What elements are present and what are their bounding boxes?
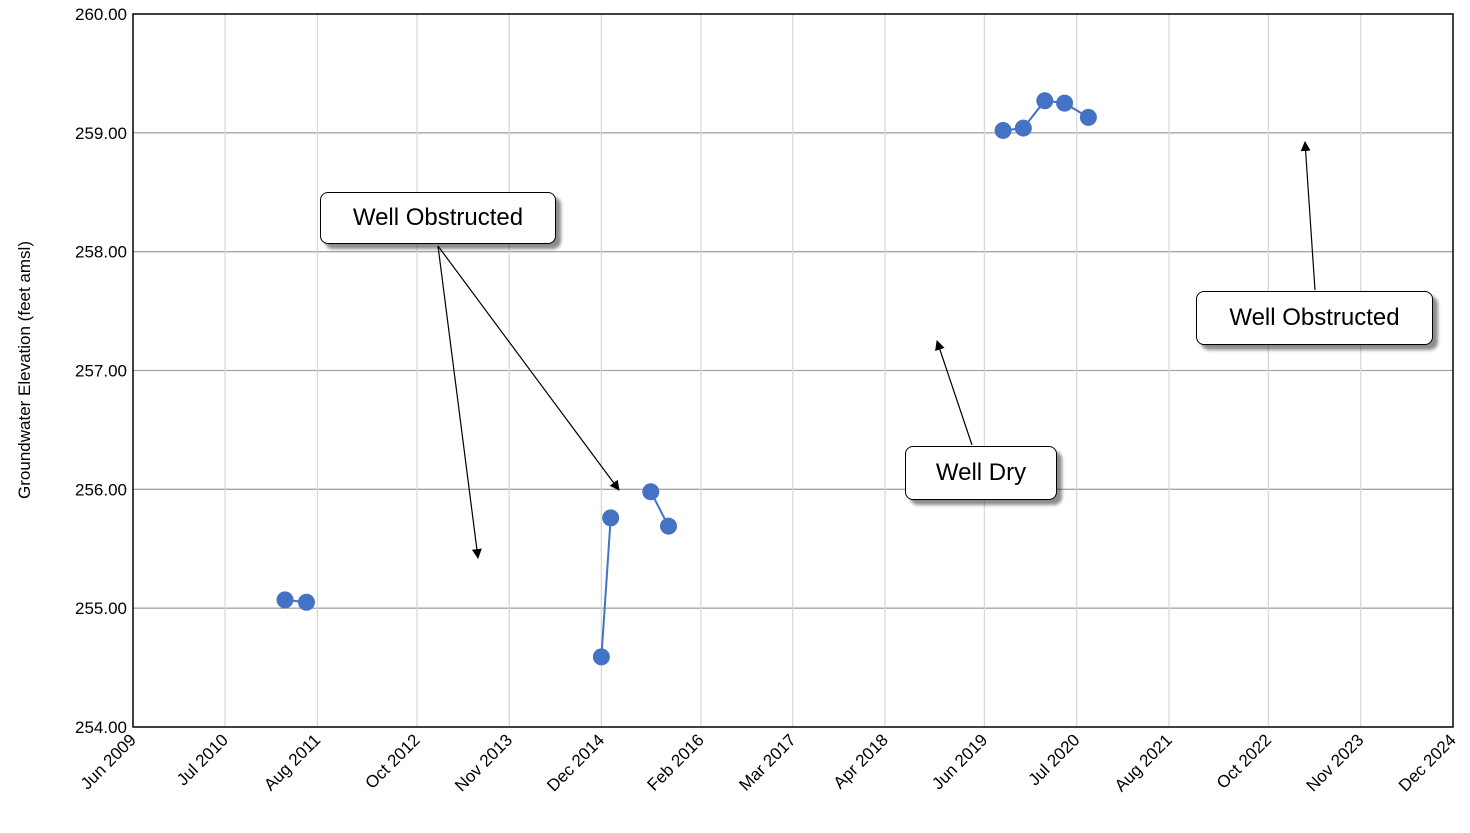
data-point — [1079, 108, 1097, 126]
data-point — [297, 593, 315, 611]
x-tick-label: Oct 2022 — [1213, 730, 1275, 792]
annotation-well-dry: Well Dry — [905, 446, 1057, 500]
data-point — [592, 648, 610, 666]
series-line — [600, 517, 612, 657]
x-tick-label: Jun 2019 — [928, 730, 991, 793]
x-tick-label: Feb 2016 — [644, 730, 708, 794]
annotation-arrow — [437, 245, 482, 559]
y-axis-ticks: 254.00 255.00 256.00 257.00 258.00 259.00 260.… — [75, 5, 127, 737]
x-tick-label: Jul 2010 — [173, 730, 232, 789]
grid — [133, 14, 1453, 727]
y-tick-label: 254.00 — [75, 718, 127, 737]
y-tick-label: 258.00 — [75, 243, 127, 262]
data-point — [1056, 94, 1074, 112]
y-tick-label: 260.00 — [75, 5, 127, 24]
y-tick-label: 259.00 — [75, 124, 127, 143]
x-tick-label: Dec 2014 — [543, 730, 608, 795]
annotation-well-obstructed-2: Well Obstructed — [1196, 291, 1433, 345]
x-tick-label: Jun 2009 — [77, 730, 140, 793]
data-point — [660, 517, 678, 535]
data-point — [642, 483, 660, 501]
data-point — [994, 121, 1012, 139]
x-tick-label: Jul 2020 — [1025, 730, 1084, 789]
y-tick-label: 257.00 — [75, 362, 127, 381]
x-tick-label: Dec 2024 — [1395, 730, 1460, 795]
annotation-arrows — [437, 141, 1316, 559]
annotation-arrow — [935, 340, 973, 446]
x-tick-label: Mar 2017 — [735, 730, 799, 794]
x-tick-label: Aug 2021 — [1111, 730, 1176, 795]
y-axis-label: Groundwater Elevation (feet amsl) — [15, 241, 34, 499]
annotation-well-obstructed-1: Well Obstructed — [320, 192, 556, 244]
data-series — [276, 92, 1097, 666]
x-tick-label: Nov 2023 — [1303, 730, 1368, 795]
annotation-arrow — [1300, 141, 1316, 291]
x-axis-ticks: Jun 2009 Jul 2010 Aug 2011 Oct 2012 Nov 2013… — [77, 730, 1460, 795]
x-tick-label: Apr 2018 — [830, 730, 892, 792]
y-tick-label: 255.00 — [75, 599, 127, 618]
plot-area-border — [132, 13, 1454, 728]
data-point — [1036, 92, 1054, 110]
data-point — [602, 509, 620, 527]
x-tick-label: Aug 2011 — [260, 730, 324, 794]
x-tick-label: Oct 2012 — [362, 730, 424, 792]
y-tick-label: 256.00 — [75, 480, 127, 499]
data-point — [1014, 119, 1032, 137]
x-tick-label: Nov 2013 — [451, 730, 516, 795]
data-point — [276, 591, 294, 609]
annotation-arrow — [437, 245, 620, 491]
